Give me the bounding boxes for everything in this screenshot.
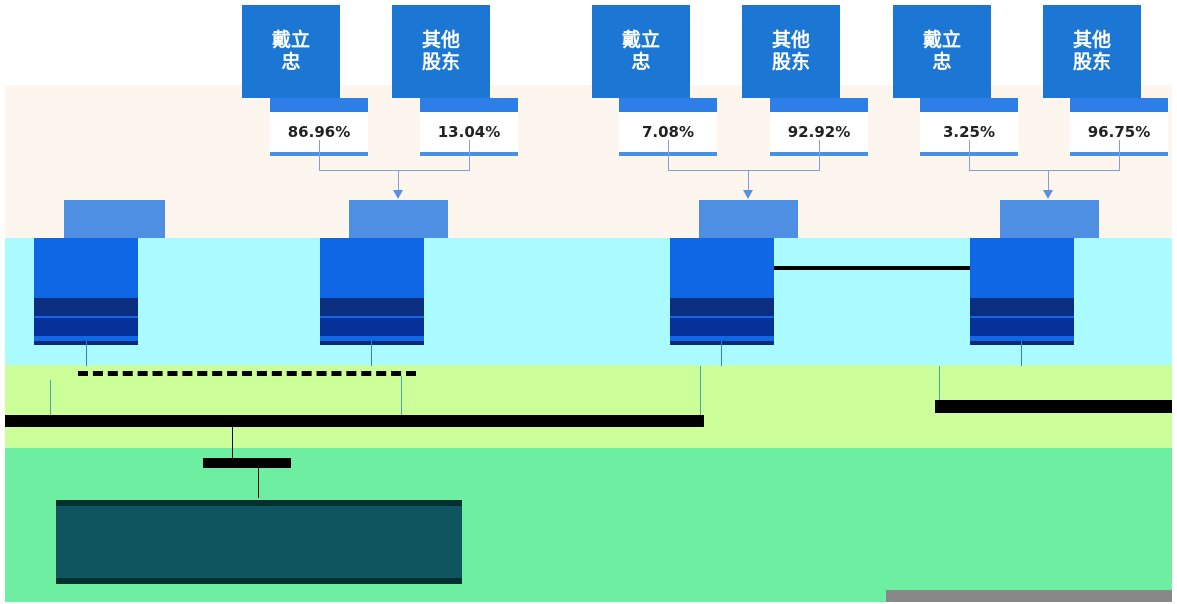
share-percent: 3.25% (920, 98, 1018, 156)
target-company-box[interactable] (56, 500, 462, 584)
company-box[interactable] (1000, 200, 1099, 238)
holder-box[interactable]: 其他股东 (1043, 5, 1141, 98)
connector-line (469, 140, 470, 170)
holder-box[interactable]: 其他股东 (392, 5, 490, 98)
connector-line (700, 366, 701, 420)
arrow-down-icon (1043, 190, 1053, 199)
arrow-down-icon (743, 190, 753, 199)
holder-name: 其他股东 (771, 28, 810, 73)
entity-label (970, 298, 1074, 316)
dashed-connector (78, 371, 416, 376)
bus-bar (5, 415, 704, 427)
connector-line (398, 170, 399, 192)
entity-box[interactable] (670, 238, 774, 345)
relation-link (774, 266, 970, 270)
connector-line (319, 140, 320, 170)
holder-name: 其他股东 (421, 28, 460, 73)
connector-line (1048, 170, 1049, 192)
company-box[interactable] (64, 200, 165, 238)
holder-box[interactable]: 戴立忠 (242, 5, 340, 98)
connector-line (232, 427, 233, 467)
connector-line (401, 376, 402, 420)
company-box[interactable] (349, 200, 448, 238)
holder-name: 戴立忠 (922, 28, 961, 73)
connector-line (371, 341, 372, 366)
footer-bar (886, 590, 1172, 602)
connector-line (86, 341, 87, 366)
entity-base (970, 318, 1074, 336)
holder-name: 戴立忠 (271, 28, 310, 73)
connector-line (258, 468, 259, 498)
share-percent: 92.92% (770, 98, 868, 156)
entity-base (320, 318, 424, 336)
company-box[interactable] (699, 200, 798, 238)
entity-box[interactable] (970, 238, 1074, 345)
connector-line (819, 140, 820, 170)
holder-name: 戴立忠 (621, 28, 660, 73)
entity-label (34, 298, 138, 316)
connector-line (319, 170, 470, 171)
holder-box[interactable]: 其他股东 (742, 5, 840, 98)
connector-line (939, 366, 940, 402)
connector-line (721, 341, 722, 366)
connector-line (50, 380, 51, 420)
holder-name: 其他股东 (1072, 28, 1111, 73)
connector-line (1021, 341, 1022, 366)
connector-line (1119, 140, 1120, 170)
entity-label (670, 298, 774, 316)
arrow-down-icon (393, 190, 403, 199)
connector-line (969, 170, 1120, 171)
entity-box[interactable] (34, 238, 138, 345)
holder-box[interactable]: 戴立忠 (592, 5, 690, 98)
connector-line (969, 140, 970, 170)
share-percent: 96.75% (1070, 98, 1168, 156)
bus-bar (935, 400, 1172, 413)
connector-label (203, 458, 291, 468)
connector-line (748, 170, 749, 192)
connector-line (668, 140, 669, 170)
entity-box[interactable] (320, 238, 424, 345)
entity-base (34, 318, 138, 336)
holder-box[interactable]: 戴立忠 (893, 5, 991, 98)
connector-line (668, 170, 820, 171)
entity-label (320, 298, 424, 316)
entity-base (670, 318, 774, 336)
